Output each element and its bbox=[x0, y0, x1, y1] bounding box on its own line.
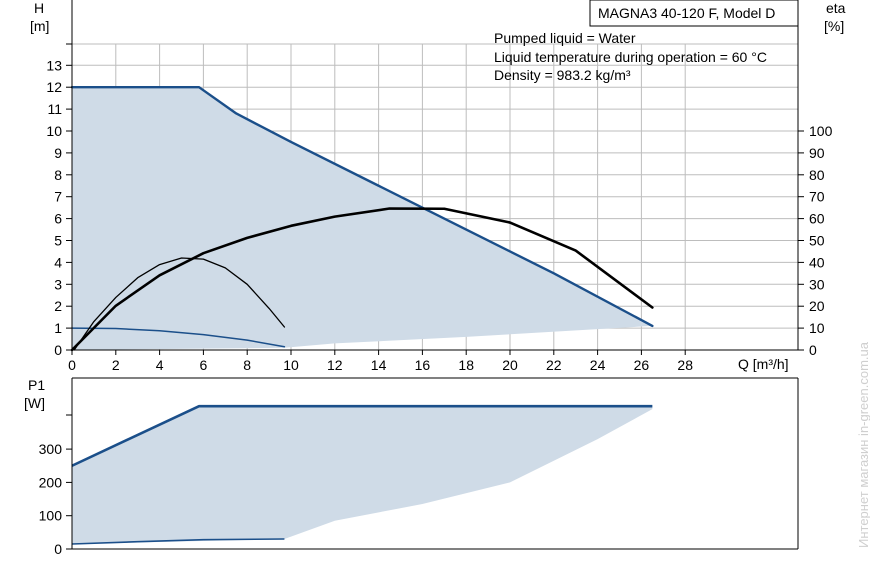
x-tick-label: 26 bbox=[634, 357, 650, 373]
head-chart: 0 2 4 6 8 10 12 14 16 18 20 22 24 26 28012345678910111… bbox=[46, 0, 833, 373]
series-min_curve_H bbox=[71, 327, 286, 348]
series-P1_max bbox=[71, 404, 653, 467]
note-temperature: Liquid temperature during operation = 60… bbox=[494, 49, 767, 65]
x-tick-label: 16 bbox=[415, 357, 431, 373]
series-eta_max bbox=[70, 207, 654, 352]
y-tick-label: 13 bbox=[46, 57, 62, 73]
title-box bbox=[589, 0, 799, 27]
y-tick-label: 8 bbox=[54, 167, 62, 183]
series-max_curve_H bbox=[70, 86, 654, 328]
x-tick-label: 0 bbox=[68, 357, 76, 373]
power-chart: 0 100 200 300 bbox=[39, 377, 799, 557]
y-tick-label: 7 bbox=[54, 189, 62, 205]
y2-axis-unit-eta: [%] bbox=[824, 18, 844, 34]
operating-area-power bbox=[72, 406, 653, 545]
y-tick-label: 6 bbox=[54, 211, 62, 227]
x-tick-label: 4 bbox=[156, 357, 164, 373]
y2-tick-label: 20 bbox=[809, 298, 825, 314]
y-tick-label: 3 bbox=[54, 276, 62, 292]
y2-tick-label: 50 bbox=[809, 233, 825, 249]
y2-tick-label: 70 bbox=[809, 189, 825, 205]
x-tick-label: 28 bbox=[677, 357, 693, 373]
y-tick-label: 4 bbox=[54, 254, 62, 270]
y2-tick-label: 10 bbox=[809, 320, 825, 336]
y2-tick-label: 0 bbox=[809, 342, 817, 358]
y2-tick-label: 80 bbox=[809, 167, 825, 183]
operating-area bbox=[72, 87, 653, 350]
y-tick-label: 1 bbox=[54, 320, 62, 336]
x-tick-label: 24 bbox=[590, 357, 606, 373]
y-tick-label: 11 bbox=[47, 101, 62, 117]
y-tick-label: 10 bbox=[46, 123, 62, 139]
series-eta_min bbox=[73, 257, 286, 351]
y-axis-unit-h: [m] bbox=[30, 18, 49, 34]
note-density: Density = 983.2 kg/m³ bbox=[494, 67, 631, 83]
y-tick-label: 5 bbox=[54, 233, 62, 249]
x-tick-label: 2 bbox=[112, 357, 120, 373]
note-pumped-liquid: Pumped liquid = Water bbox=[494, 30, 636, 46]
p1-y-tick-label: 300 bbox=[39, 441, 63, 457]
x-axis-label-q: Q [m³/h] bbox=[738, 356, 789, 372]
p1-y-tick-label: 0 bbox=[54, 541, 62, 557]
y-axis-label-p1: P1 bbox=[28, 377, 45, 393]
x-tick-label: 18 bbox=[458, 357, 474, 373]
y2-tick-label: 90 bbox=[809, 145, 825, 161]
y-axis-unit-p1: [W] bbox=[24, 395, 45, 411]
y-tick-label: 12 bbox=[46, 79, 62, 95]
y-tick-label: 2 bbox=[54, 298, 62, 314]
p1-y-tick-label: 100 bbox=[39, 508, 63, 524]
x-tick-label: 10 bbox=[283, 357, 299, 373]
x-tick-label: 20 bbox=[502, 357, 518, 373]
x-tick-label: 8 bbox=[243, 357, 251, 373]
y2-tick-label: 40 bbox=[809, 254, 825, 270]
x-tick-label: 12 bbox=[327, 357, 343, 373]
y2-tick-label: 60 bbox=[809, 211, 825, 227]
y-tick-label: 0 bbox=[54, 342, 62, 358]
y-axis-label-h: H bbox=[34, 0, 44, 16]
y2-tick-label: 100 bbox=[809, 123, 833, 139]
y-tick-label: 9 bbox=[54, 145, 62, 161]
y2-tick-label: 30 bbox=[809, 276, 825, 292]
x-tick-label: 6 bbox=[200, 357, 208, 373]
p1-y-tick-label: 200 bbox=[39, 474, 63, 490]
chart-title: MAGNA3 40-120 F, Model D bbox=[598, 5, 775, 21]
x-tick-label: 22 bbox=[546, 357, 562, 373]
y2-axis-label-eta: eta bbox=[826, 0, 846, 16]
watermark: Интернет магазин in-green.com.ua bbox=[856, 341, 870, 548]
series-P1_min bbox=[71, 538, 285, 545]
x-tick-label: 14 bbox=[371, 357, 387, 373]
